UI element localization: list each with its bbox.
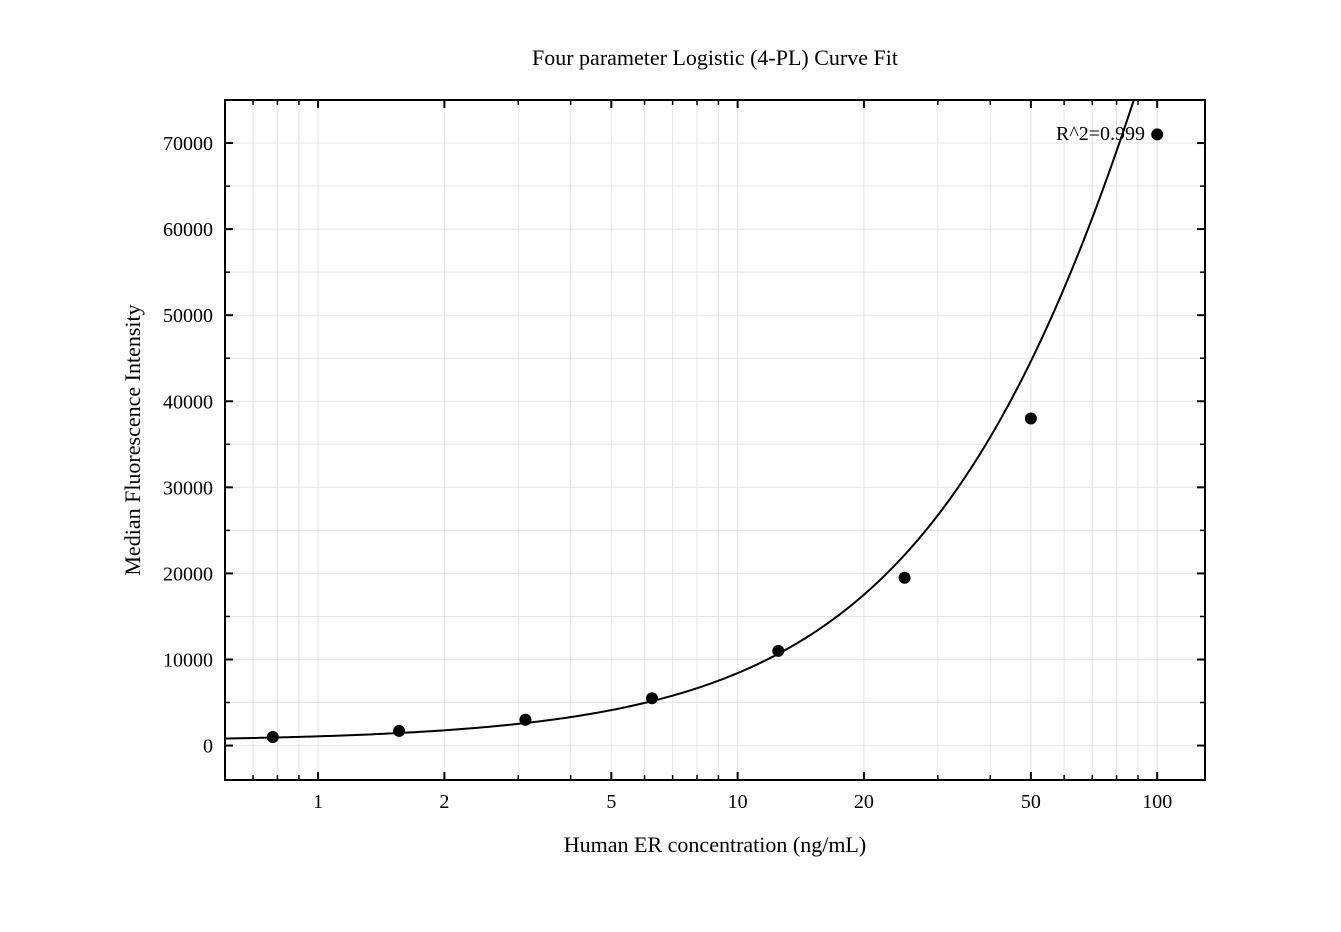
data-point [1025, 412, 1037, 424]
y-tick-label: 30000 [163, 477, 213, 499]
x-tick-label: 2 [439, 791, 449, 813]
data-point [772, 645, 784, 657]
r-squared-annotation: R^2=0.999 [1056, 123, 1145, 145]
x-tick-label: 20 [854, 791, 874, 813]
y-tick-label: 50000 [163, 305, 213, 327]
y-tick-label: 10000 [163, 649, 213, 671]
data-point [1151, 128, 1163, 140]
chart-canvas: 0 10000 20000 30000 40000 50000 60000 70000 1 2 5 1… [0, 0, 1341, 932]
chart-title: Four parameter Logistic (4-PL) Curve Fit [532, 45, 898, 70]
data-point [899, 572, 911, 584]
y-tick-label: 60000 [163, 219, 213, 241]
x-axis-label: Human ER concentration (ng/mL) [564, 832, 866, 857]
data-point [267, 731, 279, 743]
y-tick-label: 70000 [163, 133, 213, 155]
x-tick-label: 10 [728, 791, 748, 813]
x-tick-label: 5 [606, 791, 616, 813]
y-tick-label: 0 [203, 736, 213, 758]
y-tick-label: 40000 [163, 391, 213, 413]
data-point [519, 714, 531, 726]
y-axis-label: Median Fluorescence Intensity [120, 304, 145, 575]
x-tick-label: 50 [1021, 791, 1041, 813]
data-point [646, 692, 658, 704]
chart-svg: 0 10000 20000 30000 40000 50000 60000 70000 1 2 5 1… [0, 0, 1341, 932]
data-point [393, 725, 405, 737]
x-tick-label: 100 [1142, 791, 1172, 813]
x-tick-label: 1 [313, 791, 323, 813]
y-tick-label: 20000 [163, 563, 213, 585]
